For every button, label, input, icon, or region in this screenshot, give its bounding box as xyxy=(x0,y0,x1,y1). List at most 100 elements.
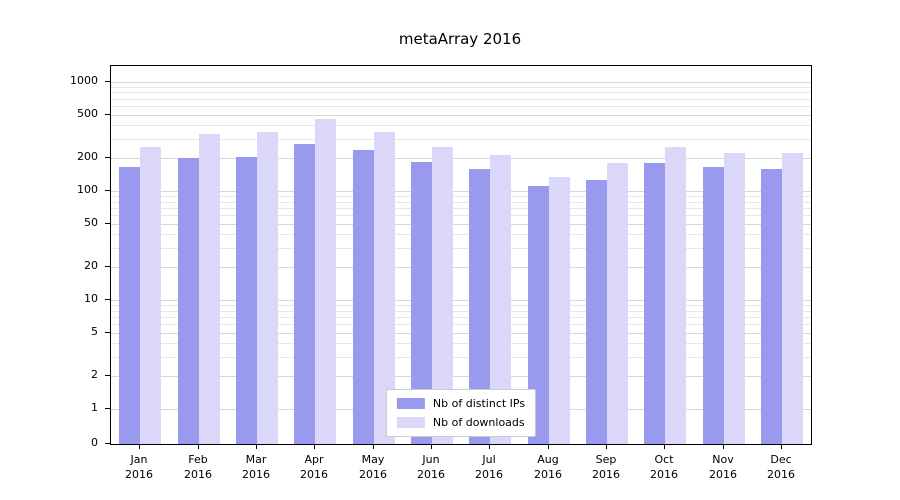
bar-downloads xyxy=(315,119,336,444)
x-tick-label: Dec 2016 xyxy=(767,453,795,481)
x-tick-label: Mar 2016 xyxy=(242,453,270,481)
x-tick-mark xyxy=(198,444,199,449)
y-tick-mark xyxy=(105,331,110,333)
x-tick-label: Feb 2016 xyxy=(184,453,212,481)
x-tick-label: Jan 2016 xyxy=(125,453,153,481)
plot-area: Nb of distinct IPs Nb of downloads xyxy=(110,65,812,445)
x-tick-mark xyxy=(139,444,140,449)
x-tick-label: Jun 2016 xyxy=(417,453,445,481)
y-tick-mark xyxy=(105,80,110,82)
x-tick-mark xyxy=(723,444,724,449)
gridline-minor xyxy=(111,86,811,88)
y-tick-mark xyxy=(105,113,110,115)
x-tick-label: Sep 2016 xyxy=(592,453,620,481)
bar-distinct-ips xyxy=(411,162,432,444)
bar-downloads xyxy=(607,163,628,444)
x-tick-label: Nov 2016 xyxy=(709,453,737,481)
bar-downloads xyxy=(199,134,220,444)
bar-downloads xyxy=(257,132,278,444)
gridline-minor xyxy=(111,98,811,100)
x-tick-label: May 2016 xyxy=(359,453,387,481)
bar-downloads xyxy=(782,153,803,444)
gridline-minor xyxy=(111,304,811,306)
y-tick-label: 200 xyxy=(77,150,98,164)
bar-distinct-ips xyxy=(119,167,140,444)
bar-distinct-ips xyxy=(178,158,199,444)
gridline-minor xyxy=(111,310,811,312)
bar-downloads xyxy=(549,177,570,444)
bar-distinct-ips xyxy=(353,150,374,444)
gridline-minor xyxy=(111,343,811,345)
bar-downloads xyxy=(490,155,511,444)
y-tick-mark xyxy=(105,298,110,300)
gridline-major xyxy=(111,81,811,83)
x-tick-mark xyxy=(373,444,374,449)
x-tick-label: Oct 2016 xyxy=(650,453,678,481)
y-tick-mark xyxy=(105,443,110,444)
gridline-minor xyxy=(111,324,811,326)
gridline-major xyxy=(111,158,811,160)
x-tick-mark xyxy=(314,444,315,449)
y-tick-label: 0 xyxy=(91,436,98,449)
legend-row: Nb of distinct IPs xyxy=(396,397,526,410)
bar-downloads xyxy=(374,132,395,444)
gridline-minor xyxy=(111,316,811,318)
bar-distinct-ips xyxy=(703,167,724,444)
legend-row: Nb of downloads xyxy=(396,416,525,429)
bar-distinct-ips xyxy=(644,163,665,444)
gridline-major xyxy=(111,299,811,301)
legend-label: Nb of downloads xyxy=(432,416,525,429)
y-tick-label: 500 xyxy=(77,106,98,120)
y-tick-label: 1 xyxy=(91,401,98,414)
x-tick-mark xyxy=(256,444,257,449)
x-tick-label: Aug 2016 xyxy=(534,453,562,481)
y-tick-mark xyxy=(105,157,110,159)
gridline-major xyxy=(111,332,811,334)
y-tick-mark xyxy=(105,189,110,191)
x-tick-mark xyxy=(781,444,782,449)
gridline-minor xyxy=(111,247,811,249)
x-tick-mark xyxy=(606,444,607,449)
y-tick-label: 20 xyxy=(84,259,98,273)
y-tick-mark xyxy=(105,266,110,268)
bar-distinct-ips xyxy=(528,186,549,444)
y-tick-label: 50 xyxy=(84,215,98,229)
x-tick-mark xyxy=(664,444,665,449)
gridline-minor xyxy=(111,195,811,197)
y-tick-label: 100 xyxy=(77,182,98,196)
gridline-minor xyxy=(111,138,811,140)
gridline-major xyxy=(111,267,811,269)
bar-distinct-ips xyxy=(761,169,782,444)
x-tick-label: Apr 2016 xyxy=(300,453,328,481)
gridline-major xyxy=(111,376,811,378)
legend-swatch xyxy=(396,398,425,409)
legend-swatch xyxy=(396,417,425,428)
bar-downloads xyxy=(724,153,745,444)
x-tick-mark xyxy=(489,444,490,449)
legend: Nb of distinct IPs Nb of downloads xyxy=(385,389,537,437)
y-tick-mark xyxy=(105,222,110,224)
bar-downloads xyxy=(665,147,686,444)
chart-title: metaArray 2016 xyxy=(398,30,522,48)
x-tick-mark xyxy=(548,444,549,449)
x-tick-mark xyxy=(431,444,432,449)
gridline-minor xyxy=(111,92,811,94)
gridline-minor xyxy=(111,201,811,203)
bar-downloads xyxy=(432,147,453,444)
gridline-minor xyxy=(111,125,811,127)
legend-label: Nb of distinct IPs xyxy=(432,397,526,410)
x-tick-label: Jul 2016 xyxy=(475,453,503,481)
y-tick-label: 10 xyxy=(84,291,98,305)
bar-distinct-ips xyxy=(469,169,490,444)
gridline-minor xyxy=(111,234,811,236)
y-tick-mark xyxy=(105,375,110,377)
gridline-major xyxy=(111,223,811,225)
gridline-minor xyxy=(111,356,811,358)
gridline-minor xyxy=(111,106,811,108)
gridline-major xyxy=(111,190,811,192)
bar-distinct-ips xyxy=(586,180,607,444)
y-tick-label: 1000 xyxy=(70,73,98,87)
y-tick-label: 5 xyxy=(91,324,98,338)
bar-downloads xyxy=(140,147,161,444)
